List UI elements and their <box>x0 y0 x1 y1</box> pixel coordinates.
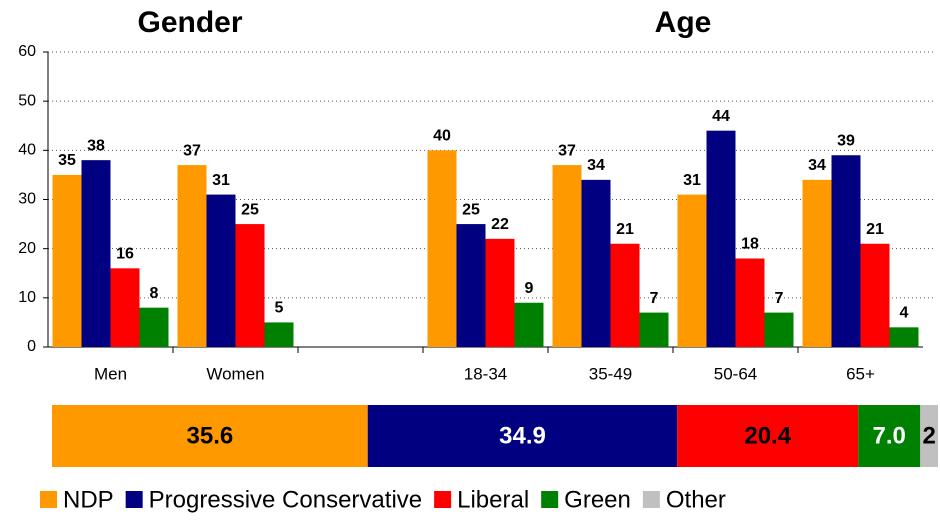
data-label: 35 <box>58 152 76 169</box>
segment-label: 35.6 <box>187 422 234 449</box>
data-label: 44 <box>712 108 730 125</box>
segment-label: 34.9 <box>499 422 546 449</box>
data-label: 37 <box>558 142 576 159</box>
y-tick-label: 10 <box>18 289 36 306</box>
bar <box>206 194 236 347</box>
data-label: 37 <box>183 142 201 159</box>
legend-swatch <box>642 491 660 508</box>
group-title: Age <box>655 6 712 39</box>
bar <box>706 130 736 347</box>
data-label: 5 <box>275 300 284 317</box>
legend-label: Liberal <box>457 486 529 513</box>
bar <box>610 243 640 347</box>
data-label: 31 <box>212 172 230 189</box>
x-tick-label: Women <box>206 364 264 383</box>
data-label: 16 <box>116 246 134 263</box>
segment-label: 20.4 <box>744 422 791 449</box>
bar <box>581 179 611 347</box>
bar <box>764 312 794 347</box>
bar <box>485 238 515 347</box>
bar <box>81 160 111 347</box>
y-tick-label: 30 <box>18 191 36 208</box>
bar <box>456 224 486 347</box>
data-label: 25 <box>241 201 259 218</box>
x-tick-label: 50-64 <box>714 364 757 383</box>
stacked-segment <box>677 405 859 467</box>
data-label: 7 <box>775 290 784 307</box>
legend-swatch <box>40 491 57 508</box>
data-label: 38 <box>87 137 105 154</box>
data-label: 39 <box>837 132 855 149</box>
bar <box>427 150 457 347</box>
data-label: 8 <box>150 285 159 302</box>
bar <box>110 268 140 347</box>
legend-label: Other <box>666 486 726 513</box>
stacked-segment <box>920 405 938 467</box>
data-label: 34 <box>587 157 605 174</box>
y-tick-label: 50 <box>18 92 36 109</box>
group-title: Gender <box>137 6 242 39</box>
bar <box>177 165 207 347</box>
bar <box>860 243 890 347</box>
bar <box>639 312 669 347</box>
legend-label: Green <box>564 486 631 513</box>
x-tick-label: 18-34 <box>464 364 507 383</box>
bar <box>139 307 169 347</box>
x-tick-label: 35-49 <box>589 364 632 383</box>
bar <box>889 327 919 347</box>
y-tick-label: 40 <box>18 142 36 159</box>
segment-label: 2 <box>922 422 935 449</box>
data-label: 7 <box>650 290 659 307</box>
legend-swatch <box>434 491 452 508</box>
y-tick-label: 20 <box>18 240 36 257</box>
legend-label: NDP <box>63 486 114 513</box>
data-label: 21 <box>616 221 634 238</box>
bar <box>735 258 765 347</box>
x-tick-label: Men <box>94 364 127 383</box>
bar <box>677 194 707 347</box>
y-tick-label: 0 <box>27 338 36 355</box>
stacked-segment <box>52 405 368 467</box>
bar <box>831 155 861 347</box>
segment-label: 7.0 <box>873 422 906 449</box>
bar <box>552 165 582 347</box>
legend-label: Progressive Conservative <box>149 486 422 513</box>
data-label: 31 <box>683 172 701 189</box>
data-label: 40 <box>433 128 451 145</box>
y-tick-label: 60 <box>18 43 36 60</box>
stacked-segment <box>367 405 678 467</box>
legend-swatch <box>541 491 559 508</box>
data-label: 18 <box>741 236 759 253</box>
data-label: 21 <box>866 221 884 238</box>
bar <box>52 174 82 347</box>
bar <box>235 224 265 347</box>
bar <box>514 302 544 347</box>
data-label: 4 <box>900 305 909 322</box>
data-label: 34 <box>808 157 826 174</box>
legend-swatch <box>125 491 143 508</box>
bar <box>264 322 294 347</box>
data-label: 22 <box>491 216 509 233</box>
x-tick-label: 65+ <box>846 364 875 383</box>
bar <box>802 179 832 347</box>
data-label: 9 <box>525 280 534 297</box>
stacked-segment <box>858 405 921 467</box>
data-label: 25 <box>462 201 480 218</box>
